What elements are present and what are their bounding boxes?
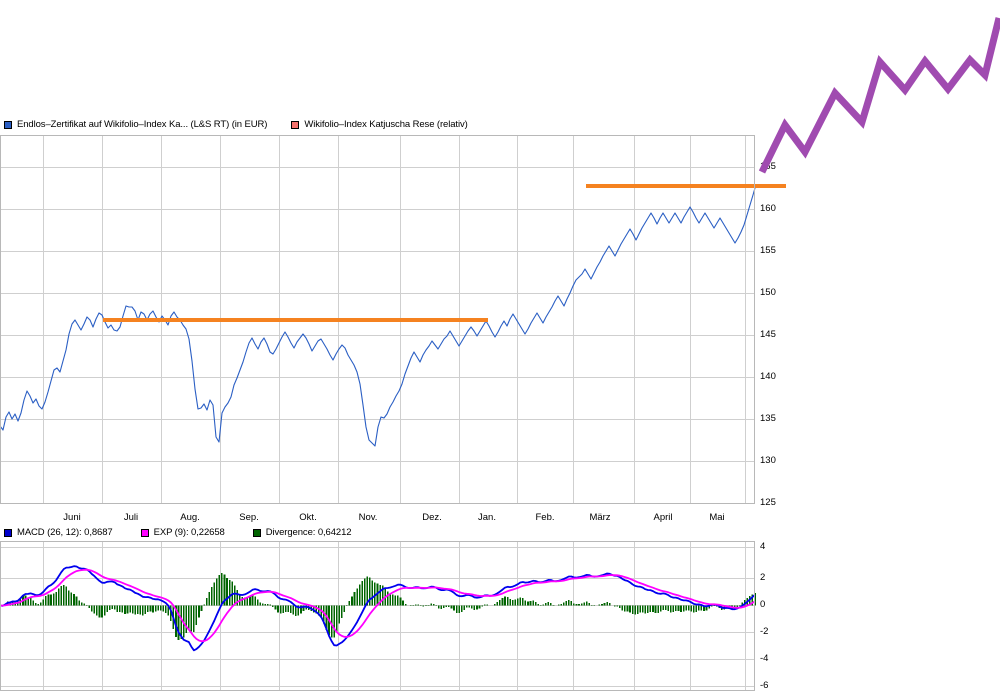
- y-axis-label-140: 140: [760, 371, 776, 382]
- macd-y-axis-label-0: 0: [760, 599, 766, 610]
- legend-swatch-macd: [4, 528, 12, 537]
- y-axis-label-135: 135: [760, 413, 776, 424]
- macd-signal-line: [0, 568, 756, 643]
- legend-item-macd[interactable]: MACD (26, 12): 0,8687: [4, 527, 113, 538]
- legend-item-exp[interactable]: EXP (9): 0,22658: [140, 527, 225, 538]
- x-axis-label-feb: Feb.: [535, 512, 555, 523]
- x-axis-label-sep: Sep.: [239, 512, 259, 523]
- legend-label-divergence: Divergence: 0,64212: [265, 527, 352, 538]
- x-axis-label-okt: Okt.: [299, 512, 317, 523]
- x-axis-label-maerz: März: [589, 512, 611, 523]
- macd-y-axis-label-2: 2: [760, 572, 766, 583]
- macd-legend: MACD (26, 12): 0,8687 EXP (9): 0,22658 D…: [4, 527, 352, 538]
- y-axis-label-125: 125: [760, 497, 776, 508]
- y-axis-label-145: 145: [760, 329, 776, 340]
- macd-line: [0, 565, 756, 652]
- x-axis-label-mai: Mai: [709, 512, 725, 523]
- purple-zigzag-trend: [758, 17, 1000, 174]
- legend-item-price-series[interactable]: Endlos–Zertifikat auf Wikifolio–Index Ka…: [4, 119, 267, 130]
- legend-label-index-series: Wikifolio–Index Katjuscha Rese (relativ): [304, 119, 468, 130]
- x-axis-label-jan: Jan.: [478, 512, 496, 523]
- x-axis-label-juni: Juni: [63, 512, 81, 523]
- x-axis-label-nov: Nov.: [358, 512, 378, 523]
- macd-y-axis-label-m6: -6: [760, 680, 769, 691]
- x-axis-label-aug: Aug.: [180, 512, 200, 523]
- legend-item-divergence[interactable]: Divergence: 0,64212: [252, 527, 352, 538]
- price-chart-legend: Endlos–Zertifikat auf Wikifolio–Index Ka…: [4, 119, 468, 130]
- macd-y-axis-label-m2: -2: [760, 626, 769, 637]
- macd-y-axis-label-4: 4: [760, 541, 766, 552]
- legend-swatch-blue: [4, 120, 12, 129]
- x-axis-label-juli: Juli: [123, 512, 139, 523]
- legend-label-price-series: Endlos–Zertifikat auf Wikifolio–Index Ka…: [17, 119, 268, 130]
- y-axis-label-160: 160: [760, 203, 776, 214]
- price-plot-border: [0, 135, 755, 504]
- macd-plot-border: [0, 541, 755, 691]
- macd-y-axis-label-m4: -4: [760, 653, 769, 664]
- legend-label-macd: MACD (26, 12): 0,8687: [17, 527, 113, 538]
- legend-item-index-series[interactable]: Wikifolio–Index Katjuscha Rese (relativ): [291, 119, 468, 130]
- legend-swatch-exp: [140, 528, 149, 537]
- x-axis-label-april: April: [653, 512, 673, 523]
- y-axis-label-155: 155: [760, 245, 776, 256]
- y-axis-label-150: 150: [760, 287, 776, 298]
- legend-label-exp: EXP (9): 0,22658: [153, 527, 225, 538]
- macd-grid: [0, 541, 755, 690]
- price-line-series: [0, 187, 756, 447]
- legend-swatch-red: [291, 120, 300, 129]
- macd-divergence-histogram: [1, 573, 756, 640]
- legend-swatch-divergence: [252, 528, 261, 537]
- y-axis-label-130: 130: [760, 455, 776, 466]
- x-axis-label-dez: Dez.: [422, 512, 442, 523]
